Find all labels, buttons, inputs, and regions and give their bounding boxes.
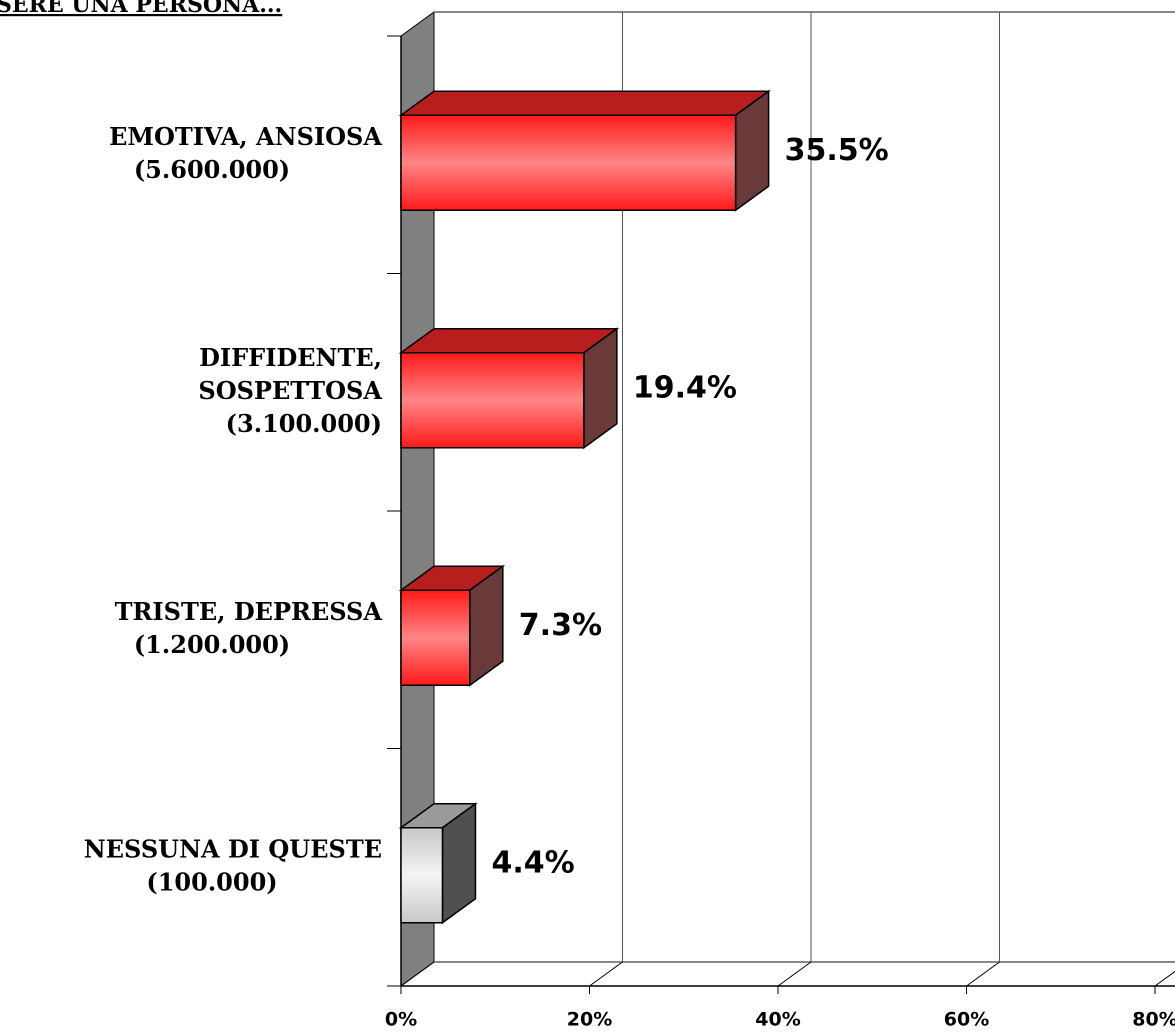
category-label: SOSPETTOSA [198, 376, 382, 405]
bar [400, 589, 471, 686]
category-label: (100.000) [146, 867, 277, 896]
floor-grid [966, 961, 1000, 987]
category-label: TRISTE, DEPRESSA [115, 597, 383, 626]
category-label: EMOTIVA, ANSIOSA [109, 122, 382, 151]
category-label: (5.600.000) [134, 155, 290, 184]
value-label: 7.3% [519, 608, 602, 643]
floor-grid [777, 961, 812, 987]
x-tick-label: 80% [1132, 1009, 1175, 1031]
bar [400, 114, 737, 211]
value-label: 19.4% [633, 370, 737, 405]
category-label: (1.200.000) [134, 630, 290, 659]
floor-grid [400, 961, 435, 987]
bar [400, 352, 585, 449]
bar-top [398, 328, 620, 354]
x-tick-label: 20% [567, 1009, 612, 1031]
category-label: (3.100.000) [226, 409, 382, 438]
bar [400, 827, 444, 924]
value-label: 4.4% [491, 845, 574, 880]
x-tick-label: 0% [385, 1009, 417, 1031]
floor-grid [589, 961, 623, 987]
x-tick-label: 60% [944, 1009, 989, 1031]
floor-grid [1154, 970, 1175, 987]
category-label: DIFFIDENTE, [199, 343, 382, 372]
value-label: 35.5% [785, 133, 889, 168]
x-tick-label: 40% [755, 1009, 800, 1031]
bar-top [398, 90, 771, 116]
chart-title: SERE UNA PERSONA... [0, 0, 282, 18]
category-label: NESSUNA DI QUESTE [84, 834, 382, 863]
